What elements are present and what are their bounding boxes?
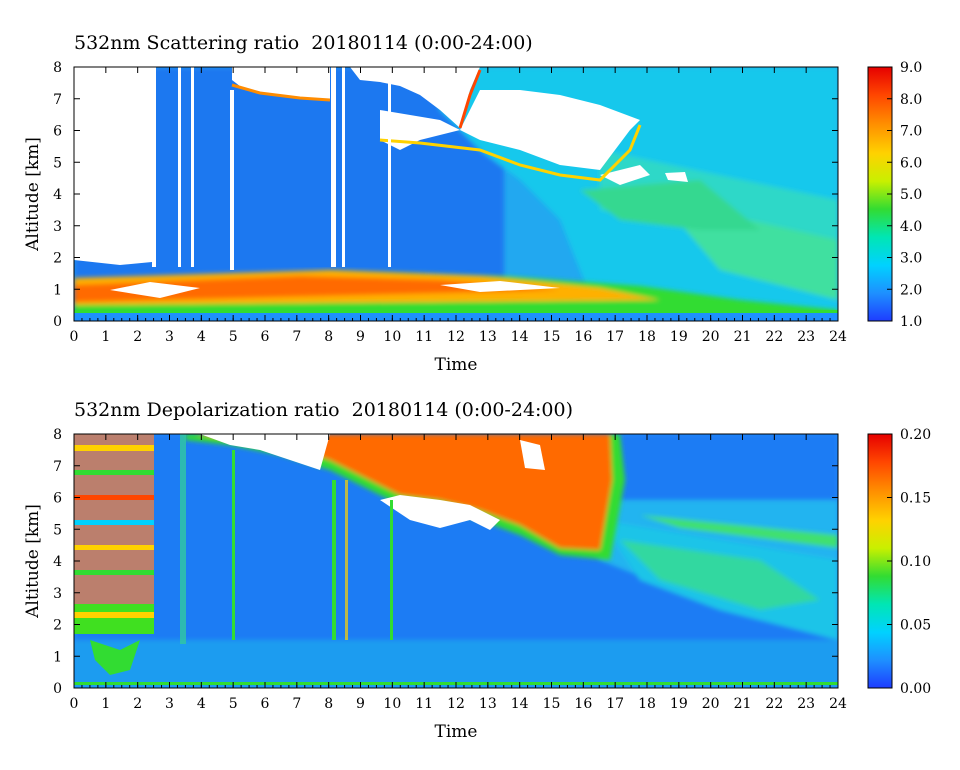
scattering-y-tick-label: 8	[53, 60, 62, 76]
depolarization-y-ticks: 0 1 2 3 4 5 6 7 8	[53, 427, 838, 697]
scattering-colorbar-tick-label: 2.0	[900, 282, 922, 298]
scattering-x-tick-label: 1	[101, 329, 110, 345]
scattering-ratio-panel: 532nm Scattering ratio 20180114 (0:00-24…	[23, 32, 922, 375]
depolarization-x-ticks: 0 1 2 3 4 5 6 7 8 9 10 11 12 13 14 15 16 17 18 19 20 21 22 23 24	[70, 434, 847, 712]
scattering-x-tick-label: 7	[292, 329, 301, 345]
scattering-colorbar-tick-label: 8.0	[900, 92, 922, 108]
depolarization-colorbar-ticks: 0.00 0.05 0.10 0.15 0.20	[887, 427, 931, 697]
depolarization-x-tick-label: 24	[829, 696, 847, 712]
depolarization-colorbar-tick-label: 0.10	[900, 554, 931, 570]
scattering-colorbar-tick-label: 1.0	[900, 314, 922, 330]
depolarization-x-tick-label: 8	[324, 696, 333, 712]
depolarization-x-tick-label: 10	[383, 696, 401, 712]
scattering-x-tick-label: 2	[133, 329, 142, 345]
scattering-ylabel: Altitude [km]	[23, 137, 43, 252]
scattering-xlabel: Time	[435, 355, 478, 375]
depolarization-y-tick-label: 3	[53, 586, 62, 602]
scattering-x-ticks: 0 1 2 3 4 5 6 7 8 9 10 11 12 13 14 15 16 17 18 19 20 21 22 23 24	[70, 67, 847, 345]
scattering-x-tick-label: 8	[324, 329, 333, 345]
depolarization-y-tick-label: 4	[53, 554, 62, 570]
depolarization-x-tick-label: 2	[133, 696, 142, 712]
scattering-heatmap	[74, 67, 838, 321]
scattering-y-ticks: 0 1 2 3 4 5 6 7 8	[53, 60, 838, 330]
depolarization-x-tick-label: 6	[261, 696, 270, 712]
scattering-x-tick-label: 18	[638, 329, 656, 345]
depolarization-heatmap	[74, 434, 838, 688]
depolarization-x-tick-label: 22	[765, 696, 783, 712]
scattering-y-tick-label: 0	[53, 314, 62, 330]
scattering-colorbar-tick-label: 5.0	[900, 187, 922, 203]
scattering-colorbar-ticks: 1.0 2.0 3.0 4.0 5.0 6.0 7.0 8.0 9.0	[887, 60, 922, 330]
scattering-colorbar-tick-label: 6.0	[900, 155, 922, 171]
depolarization-y-tick-label: 5	[53, 522, 62, 538]
scattering-x-tick-label: 0	[70, 329, 79, 345]
depolarization-ylabel: Altitude [km]	[23, 504, 43, 619]
scattering-x-tick-label: 20	[702, 329, 720, 345]
scattering-x-tick-label: 13	[479, 329, 497, 345]
scattering-x-tick-label: 17	[606, 329, 624, 345]
depolarization-x-tick-label: 12	[447, 696, 465, 712]
depolarization-y-tick-label: 8	[53, 427, 62, 443]
scattering-y-tick-label: 6	[53, 124, 62, 140]
scattering-x-tick-label: 6	[261, 329, 270, 345]
scattering-x-tick-label: 9	[356, 329, 365, 345]
depolarization-x-tick-label: 1	[101, 696, 110, 712]
depolarization-colorbar-tick-label: 0.20	[900, 427, 931, 443]
depolarization-x-tick-label: 5	[229, 696, 238, 712]
scattering-y-tick-label: 1	[53, 282, 62, 298]
depolarization-x-tick-label: 3	[165, 696, 174, 712]
depolarization-title: 532nm Depolarization ratio 20180114 (0:0…	[74, 399, 573, 421]
scattering-x-tick-label: 3	[165, 329, 174, 345]
depolarization-colorbar-tick-label: 0.05	[900, 618, 931, 634]
depolarization-x-tick-label: 15	[543, 696, 561, 712]
scattering-y-tick-label: 3	[53, 219, 62, 235]
scattering-colorbar-tick-label: 9.0	[900, 60, 922, 76]
scattering-colorbar-tick-label: 3.0	[900, 251, 922, 267]
depolarization-xlabel: Time	[435, 722, 478, 742]
depolarization-x-tick-label: 0	[70, 696, 79, 712]
scattering-x-tick-label: 11	[415, 329, 433, 345]
scattering-x-tick-label: 21	[734, 329, 752, 345]
depolarization-colorbar-tick-label: 0.00	[900, 681, 931, 697]
scattering-x-tick-label: 19	[670, 329, 688, 345]
depolarization-x-tick-label: 17	[606, 696, 624, 712]
scattering-x-tick-label: 5	[229, 329, 238, 345]
depolarization-y-tick-label: 6	[53, 491, 62, 507]
depolarization-x-tick-label: 4	[197, 696, 206, 712]
scattering-y-tick-label: 7	[53, 92, 62, 108]
scattering-x-tick-label: 23	[797, 329, 815, 345]
depolarization-x-tick-label: 18	[638, 696, 656, 712]
depolarization-colorbar-tick-label: 0.15	[900, 491, 931, 507]
scattering-x-tick-label: 4	[197, 329, 206, 345]
depolarization-y-tick-label: 2	[53, 618, 62, 634]
depolarization-x-tick-label: 11	[415, 696, 433, 712]
scattering-x-tick-label: 14	[511, 329, 529, 345]
depolarization-x-tick-label: 13	[479, 696, 497, 712]
depolarization-x-tick-label: 16	[574, 696, 592, 712]
scattering-colorbar-tick-label: 7.0	[900, 124, 922, 140]
depolarization-x-tick-label: 20	[702, 696, 720, 712]
depolarization-x-tick-label: 23	[797, 696, 815, 712]
depolarization-x-tick-label: 19	[670, 696, 688, 712]
scattering-x-tick-label: 12	[447, 329, 465, 345]
scattering-y-tick-label: 2	[53, 251, 62, 267]
depolarization-ratio-panel: 532nm Depolarization ratio 20180114 (0:0…	[23, 399, 931, 742]
depolarization-y-tick-label: 1	[53, 649, 62, 665]
scattering-x-tick-label: 24	[829, 329, 847, 345]
depolarization-y-tick-label: 7	[53, 459, 62, 475]
depolarization-x-tick-label: 21	[734, 696, 752, 712]
scattering-x-tick-label: 15	[543, 329, 561, 345]
scattering-x-tick-label: 22	[765, 329, 783, 345]
scattering-x-tick-label: 16	[574, 329, 592, 345]
depolarization-x-tick-label: 9	[356, 696, 365, 712]
depolarization-x-tick-label: 7	[292, 696, 301, 712]
scattering-x-tick-label: 10	[383, 329, 401, 345]
scattering-y-tick-label: 4	[53, 187, 62, 203]
scattering-title: 532nm Scattering ratio 20180114 (0:00-24…	[74, 32, 533, 54]
depolarization-x-tick-label: 14	[511, 696, 529, 712]
scattering-y-tick-label: 5	[53, 155, 62, 171]
scattering-colorbar-tick-label: 4.0	[900, 219, 922, 235]
depolarization-y-tick-label: 0	[53, 681, 62, 697]
